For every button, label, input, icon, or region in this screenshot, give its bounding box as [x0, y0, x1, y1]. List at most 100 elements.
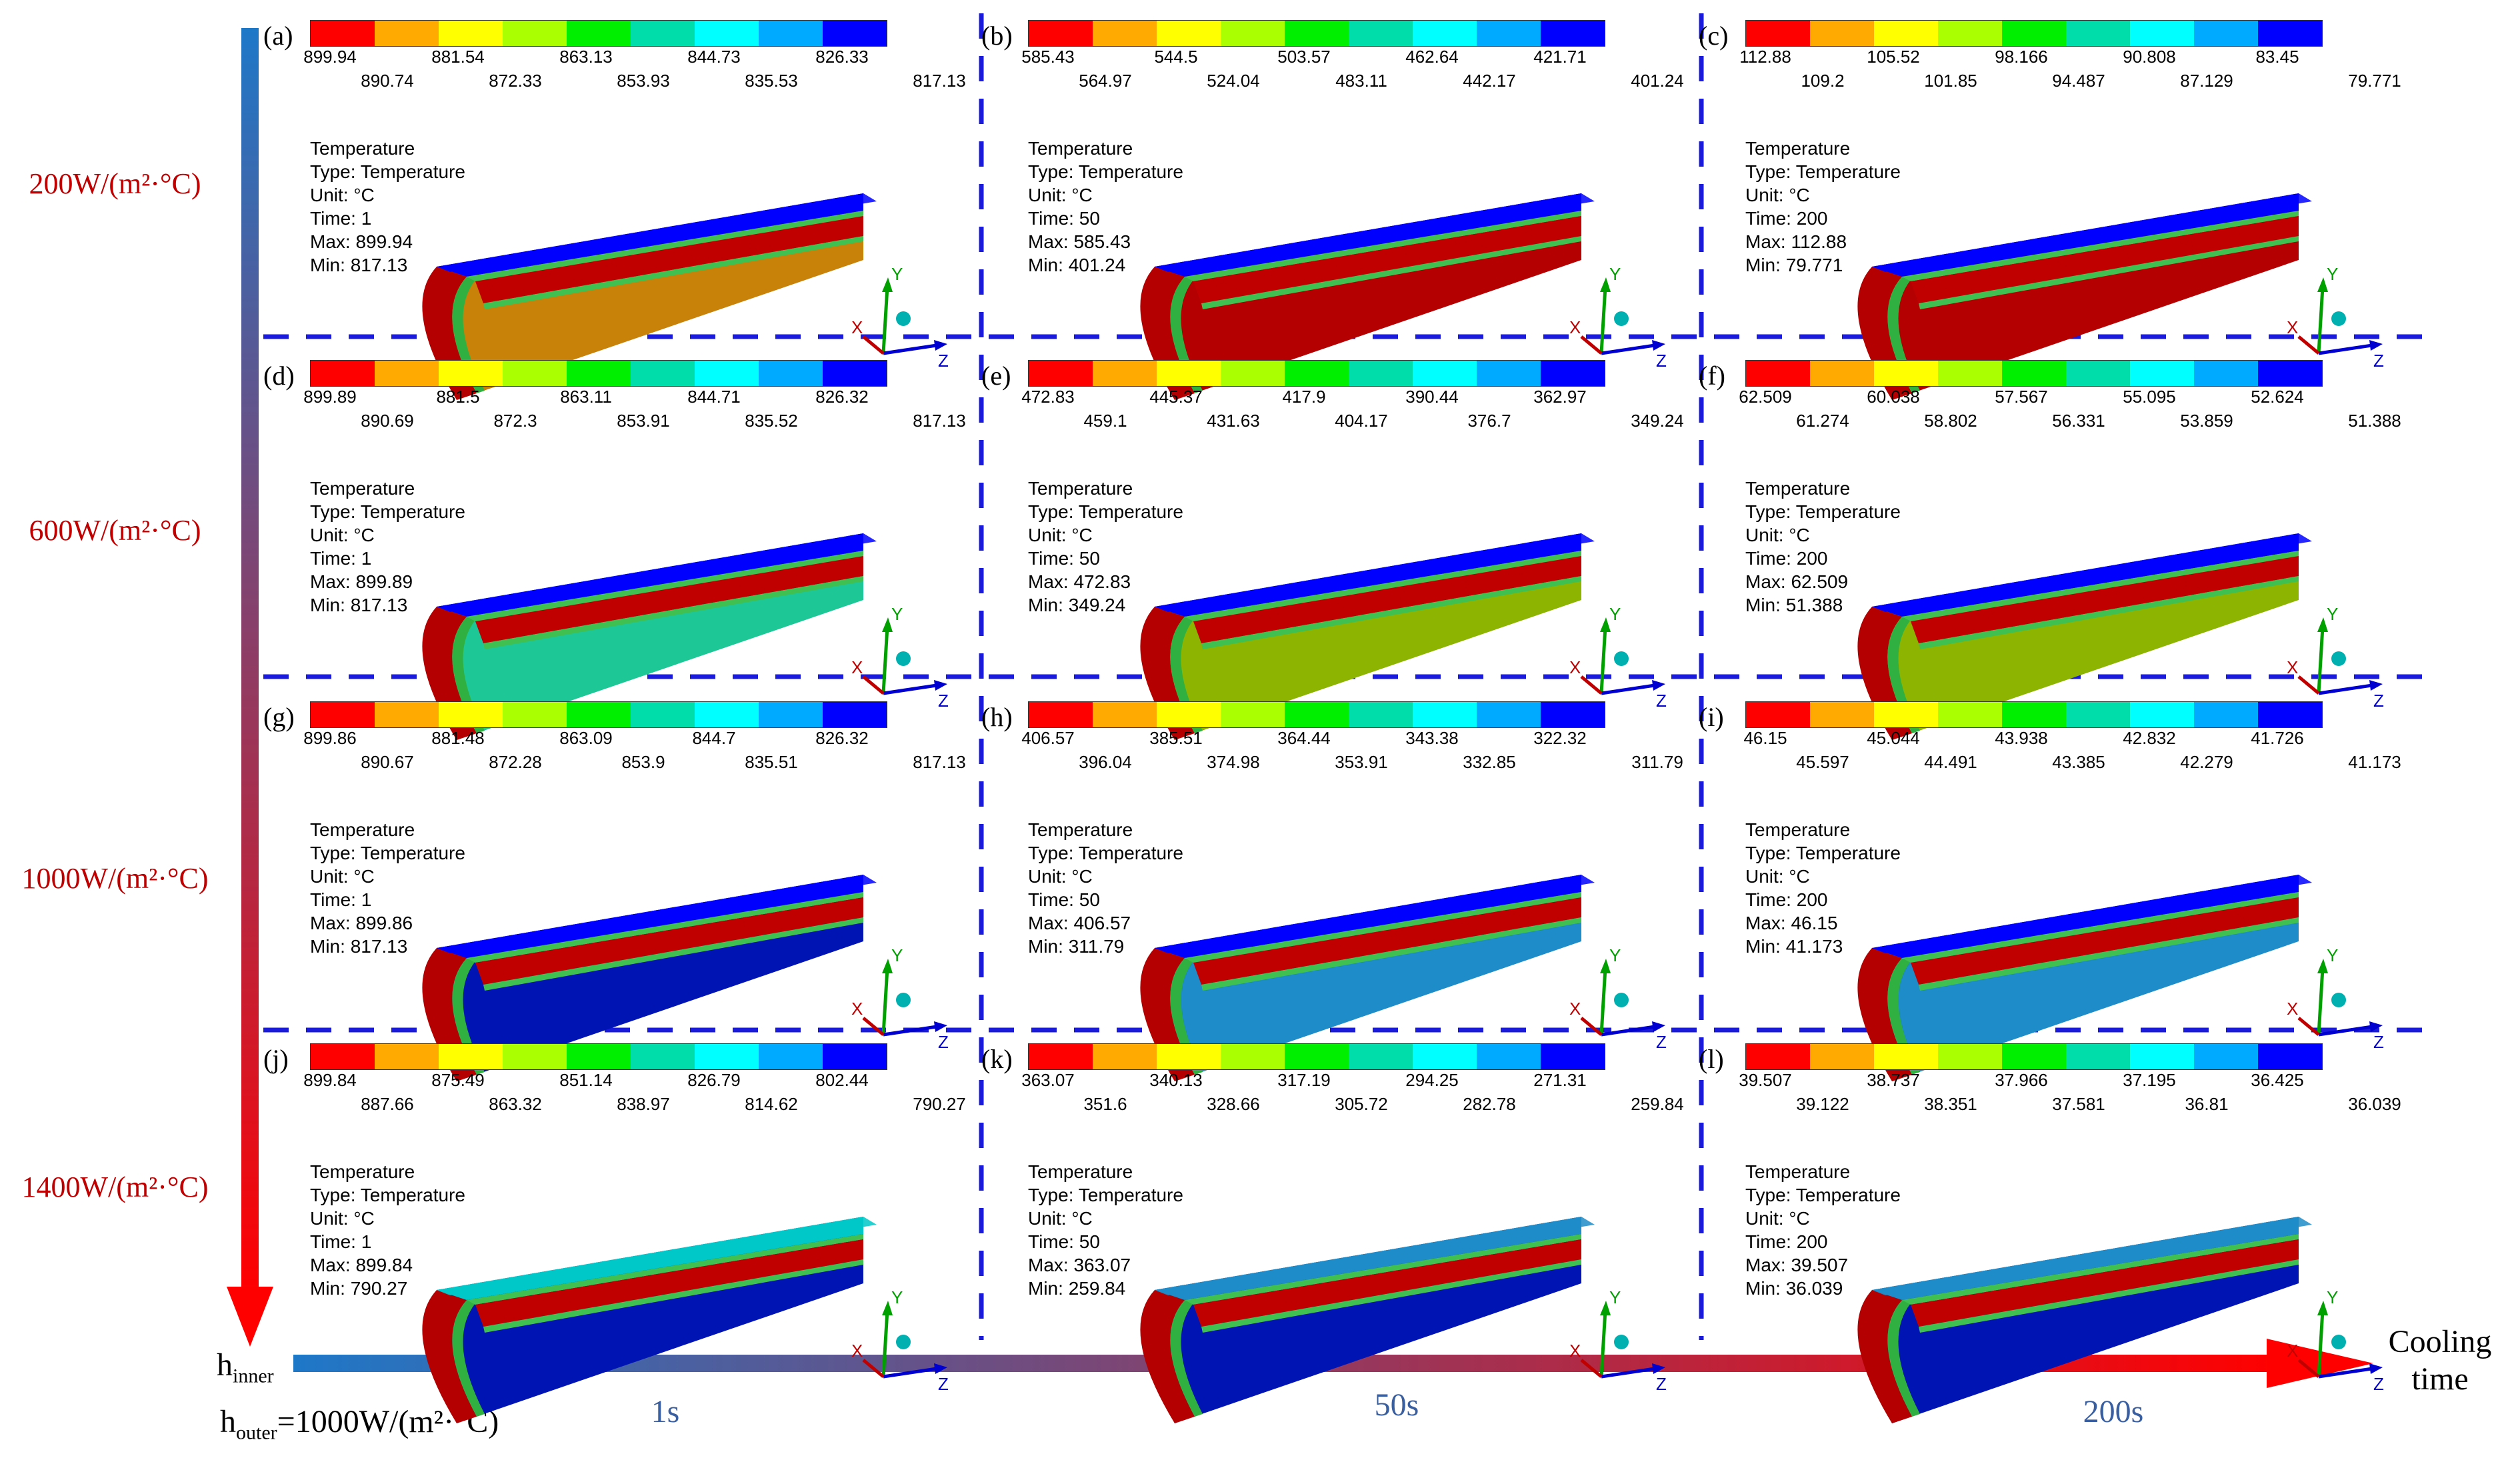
scale-label-bottom: 353.91: [1335, 752, 1388, 772]
scale-label-bottom: 396.04: [1079, 752, 1132, 772]
scale-label-top: 112.88: [1739, 47, 1791, 67]
scale-label-top: 826.33: [815, 47, 869, 67]
scale-label-bottom: 817.13: [913, 752, 966, 772]
scale-label-top: 899.89: [303, 387, 357, 407]
color-scale-segment: [1413, 21, 1477, 46]
scale-label-bottom: 332.85: [1463, 752, 1516, 772]
color-scale-segment: [1938, 21, 2002, 46]
h-inner-symbol: h: [217, 1347, 233, 1383]
inner-interface-strip: [1919, 236, 2299, 309]
color-scale-segment: [695, 361, 759, 386]
result-info: Temperature Type: Temperature Unit: °C Time…: [1028, 818, 1183, 958]
info-max: Max: 62.509: [1745, 570, 1901, 593]
info-max: Max: 585.43: [1028, 230, 1183, 253]
origin-sphere: [2331, 311, 2346, 326]
scale-label-top: 36.425: [2251, 1070, 2304, 1090]
end-face-mid-layer: [452, 958, 485, 1075]
x-axis-line: [1580, 675, 1603, 695]
scale-label-bottom: 835.52: [745, 411, 798, 431]
y-axis-line: [1599, 1309, 1607, 1377]
color-scale-segment: [1746, 702, 1810, 727]
end-face-mid-layer: [1887, 617, 1920, 733]
info-title: Temperature: [1028, 819, 1133, 840]
scale-label-top: 62.509: [1739, 387, 1792, 407]
scale-label-top: 826.32: [815, 728, 869, 748]
x-axis-label: X: [851, 1341, 863, 1361]
info-title: Temperature: [310, 1161, 415, 1182]
panel-l: (l) 39.507 38.737 37.966 37.195 36.425 39.122 3…: [1699, 1043, 2405, 1423]
color-scale-segment: [1221, 702, 1285, 727]
color-scale-segment: [567, 1044, 631, 1069]
color-scale-segment: [439, 702, 503, 727]
info-type: Type: Temperature: [1745, 501, 1901, 522]
y-axis-label: Y: [2327, 948, 2338, 965]
info-time: Time: 50: [1028, 207, 1183, 230]
info-time: Time: 1: [310, 1230, 465, 1253]
scale-label-top: 385.51: [1149, 728, 1203, 748]
interface-strip: [467, 1234, 863, 1305]
color-scale-segment: [823, 21, 887, 46]
scale-label-bottom: 374.98: [1207, 752, 1260, 772]
color-scale-segment: [823, 702, 887, 727]
color-scale-segment: [1157, 702, 1221, 727]
info-type: Type: Temperature: [1745, 161, 1901, 182]
y-axis-arrowhead: [1600, 617, 1611, 632]
h-inner-subscript: inner: [233, 1365, 274, 1387]
info-time: Time: 1: [310, 207, 465, 230]
z-axis-line: [2318, 683, 2373, 695]
origin-sphere: [1614, 311, 1629, 326]
info-time-prefix: Time:: [1745, 889, 1797, 910]
scale-label-top: 826.32: [815, 387, 869, 407]
color-scale-segment: [2258, 702, 2322, 727]
info-min-value: 41.173: [1785, 936, 1843, 957]
time-label-50s: 50s: [1374, 1387, 1419, 1423]
interface-strip: [1902, 1234, 2299, 1305]
color-scale-segment: [1093, 361, 1157, 386]
half-cylinder-model: [1857, 533, 2312, 740]
info-type: Type: Temperature: [310, 501, 465, 522]
info-time-value: 50: [1079, 548, 1100, 569]
coordinate-triad: Y X Z: [2287, 1290, 2384, 1394]
info-min-prefix: Min:: [310, 936, 351, 957]
scale-label-bottom: 442.17: [1463, 71, 1516, 91]
interface-strip: [1185, 211, 1581, 281]
color-scale-segment: [1221, 361, 1285, 386]
info-unit: Unit: °C: [310, 1208, 375, 1229]
z-axis-arrowhead: [934, 1363, 947, 1374]
info-min-value: 817.13: [350, 595, 408, 615]
z-axis-arrowhead: [1652, 680, 1665, 691]
scale-label-top: 362.97: [1533, 387, 1587, 407]
scale-label-bottom: 58.802: [1924, 411, 1977, 431]
info-time-prefix: Time:: [1028, 1231, 1079, 1252]
info-time: Time: 200: [1745, 547, 1901, 570]
row-label-200: 200W/(m²·°C): [29, 167, 201, 200]
info-max-prefix: Max:: [1745, 571, 1791, 592]
info-max-prefix: Max:: [310, 571, 356, 592]
scale-label-top: 364.44: [1277, 728, 1331, 748]
info-max-value: 62.509: [1791, 571, 1849, 592]
info-unit: Unit: °C: [1028, 525, 1093, 545]
scale-label-top: 363.07: [1021, 1070, 1075, 1090]
info-min-value: 51.388: [1785, 595, 1843, 615]
info-min: Min: 51.388: [1745, 593, 1901, 617]
info-time-prefix: Time:: [1028, 889, 1079, 910]
panel-tag: (k): [981, 1044, 1013, 1074]
end-face-mid-layer: [452, 277, 485, 393]
info-min: Min: 349.24: [1028, 593, 1183, 617]
info-title: Temperature: [1028, 478, 1133, 499]
color-scale-segment: [2194, 702, 2258, 727]
info-time-value: 50: [1079, 889, 1100, 910]
color-scale-bar: [310, 701, 887, 728]
z-axis-line: [883, 1025, 937, 1037]
info-time-value: 50: [1079, 208, 1100, 229]
info-min-prefix: Min:: [1745, 255, 1786, 275]
result-info: Temperature Type: Temperature Unit: °C Time…: [1745, 818, 1901, 958]
interface-strip: [1185, 892, 1581, 963]
info-min: Min: 817.13: [310, 593, 465, 617]
scale-label-top: 57.567: [1995, 387, 2048, 407]
color-scale-bar: [310, 20, 887, 47]
info-time: Time: 200: [1745, 888, 1901, 911]
color-scale-segment: [631, 21, 695, 46]
panel-b: (b) 585.43 544.5 503.57 462.64 421.71 564.97 52…: [981, 20, 1688, 400]
interface-strip: [467, 551, 863, 621]
